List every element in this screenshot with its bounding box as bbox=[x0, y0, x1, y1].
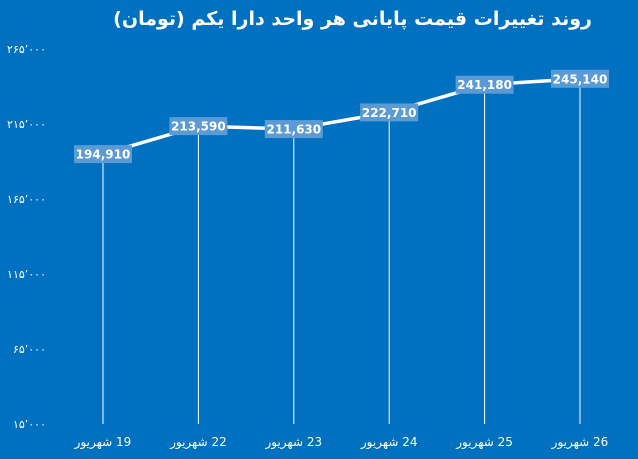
data-label: 245,140 bbox=[553, 72, 608, 86]
data-label-box bbox=[551, 69, 609, 88]
data-label: 213,590 bbox=[171, 120, 226, 134]
y-axis-ticks: ۱۵٬۰۰۰ ۶۵٬۰۰۰ ۱۱۵٬۰۰۰ ۱۶۵٬۰۰۰ ۲۱۵٬۰۰۰ ۲۶۵٬۰۰۰ bbox=[7, 43, 46, 431]
data-label-box bbox=[455, 75, 514, 94]
data-label: 241,180 bbox=[457, 78, 512, 92]
data-label-box bbox=[360, 103, 419, 122]
data-label-box bbox=[169, 117, 228, 136]
y-tick-label: ۱۵٬۰۰۰ bbox=[13, 418, 46, 431]
data-label-box bbox=[74, 145, 132, 164]
chart-title: روند تغییرات قیمت پایانی هر واحد دارا یک… bbox=[113, 8, 592, 30]
data-label: 194,910 bbox=[76, 148, 131, 162]
y-tick-label: ۲۶۵٬۰۰۰ bbox=[7, 43, 46, 56]
x-axis-ticks: 19 شهریور 22 شهریور 23 شهریور 24 شهریور 25 ش… bbox=[74, 435, 609, 450]
data-labels: 194,910 213,590 211,630 222,710 241,180 245,1… bbox=[74, 69, 609, 164]
data-label: 222,710 bbox=[362, 106, 417, 120]
x-tick-label: 26 شهریور bbox=[551, 435, 609, 450]
x-tick-label: 22 شهریور bbox=[169, 435, 227, 450]
drop-lines bbox=[102, 78, 581, 424]
data-label-box bbox=[264, 120, 323, 139]
y-tick-label: ۲۱۵٬۰۰۰ bbox=[7, 118, 46, 131]
x-tick-label: 25 شهریور bbox=[455, 435, 513, 450]
y-tick-label: ۱۶۵٬۰۰۰ bbox=[7, 193, 46, 206]
x-tick-label: 23 شهریور bbox=[264, 435, 322, 450]
x-tick-label: 24 شهریور bbox=[360, 435, 418, 450]
x-tick-label: 19 شهریور bbox=[74, 435, 132, 450]
y-tick-label: ۶۵٬۰۰۰ bbox=[13, 343, 46, 356]
data-label: 211,630 bbox=[266, 123, 321, 137]
y-tick-label: ۱۱۵٬۰۰۰ bbox=[7, 268, 46, 281]
